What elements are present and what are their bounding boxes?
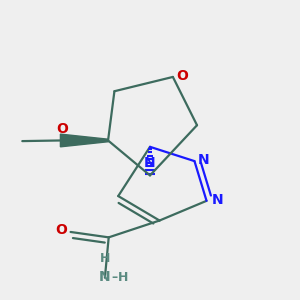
Polygon shape: [60, 134, 108, 147]
Text: –: –: [111, 271, 118, 284]
Text: O: O: [56, 223, 68, 237]
Text: N: N: [98, 270, 110, 284]
Text: N: N: [144, 156, 155, 170]
Text: N: N: [198, 154, 210, 167]
Text: N: N: [212, 193, 224, 207]
Text: H: H: [118, 271, 128, 284]
Text: H: H: [100, 252, 111, 265]
Text: O: O: [176, 69, 188, 83]
Text: O: O: [56, 122, 68, 136]
